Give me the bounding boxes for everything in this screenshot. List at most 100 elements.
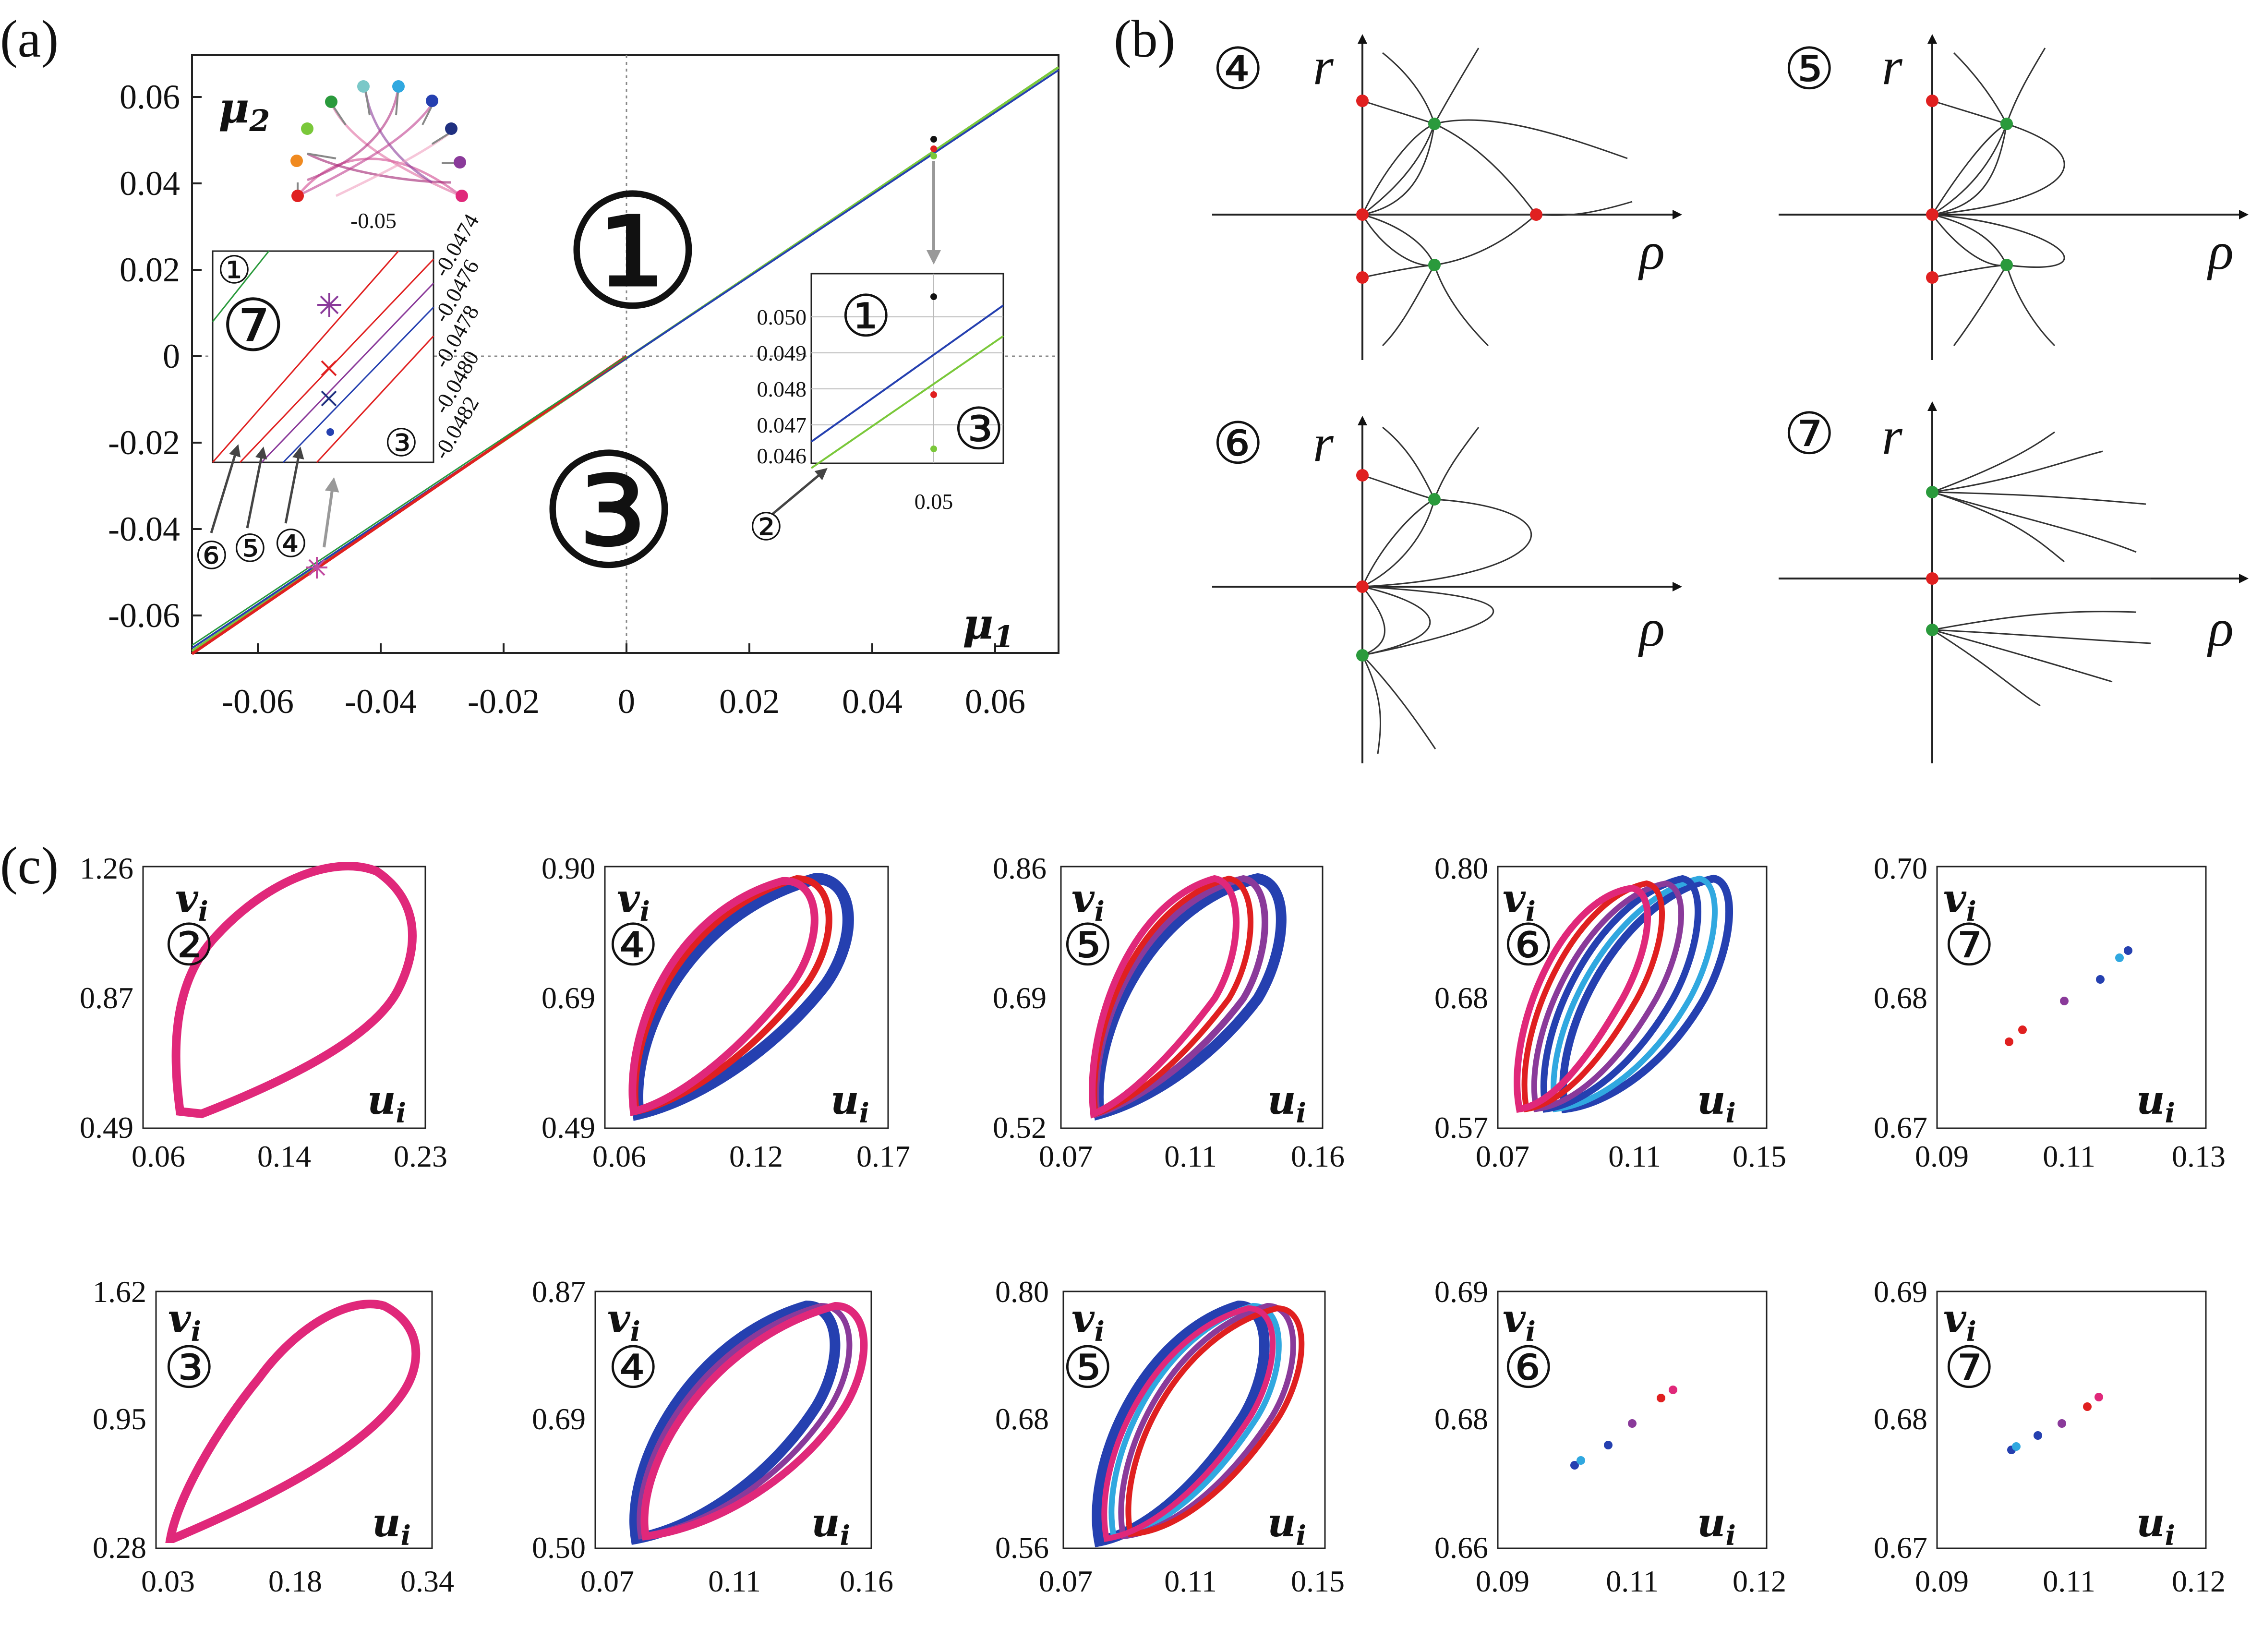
- svg-text:0.69: 0.69: [1434, 1275, 1488, 1309]
- network-parameter-label: -0.05: [350, 208, 397, 233]
- svg-text:0.11: 0.11: [708, 1564, 761, 1598]
- svg-text:0.06: 0.06: [132, 1139, 185, 1173]
- x-tick-label: 0.06: [965, 682, 1025, 721]
- equilibrium-plot-7a: 0.70 0.68 0.67 0.09 0.11 0.13 vi ⑦ ui: [1874, 851, 2226, 1173]
- y-axis-ticks: 0.06 0.04 0.02 0 -0.02 -0.04 -0.06: [108, 78, 202, 635]
- svg-text:0.34: 0.34: [400, 1564, 454, 1598]
- panel-a-frame: [191, 54, 1059, 654]
- portrait-ylabel: r: [1313, 414, 1334, 472]
- zoom-right-arrow-label: ②: [749, 506, 783, 549]
- svg-text:0.09: 0.09: [1476, 1564, 1529, 1598]
- svg-text:0.50: 0.50: [532, 1531, 586, 1565]
- svg-text:0.90: 0.90: [542, 851, 595, 885]
- svg-text:③: ③: [163, 1336, 215, 1400]
- limit-cycle-plot-4a: 0.90 0.69 0.49 0.06 0.12 0.17 vi ④ ui: [542, 851, 910, 1173]
- svg-text:0.07: 0.07: [1476, 1139, 1529, 1173]
- x-tick-label: -0.04: [345, 682, 417, 721]
- svg-text:0.69: 0.69: [1874, 1275, 1927, 1309]
- zoom-left-region-1: ①: [217, 250, 252, 292]
- zoom-right-ytick: 0.048: [757, 377, 807, 401]
- svg-text:②: ②: [163, 914, 215, 977]
- svg-text:ui: ui: [2136, 1077, 2175, 1129]
- svg-text:0.06: 0.06: [592, 1139, 646, 1173]
- x-axis-label: μ1: [963, 599, 1014, 654]
- y-tick-label: -0.06: [108, 596, 180, 635]
- zoom-right-ytick: 0.049: [757, 341, 807, 365]
- zoom-right-region-1: ①: [840, 285, 892, 349]
- svg-text:0.12: 0.12: [1733, 1564, 1786, 1598]
- svg-text:0.95: 0.95: [93, 1402, 146, 1436]
- svg-text:⑦: ⑦: [1943, 914, 1995, 977]
- svg-text:0.18: 0.18: [268, 1564, 322, 1598]
- portrait-id: ⑦: [1783, 402, 1835, 466]
- zoom-inset-left: ① ⑦ ③ -0.0474 -0.0476 -0.0478 -0.0480 -0…: [194, 210, 484, 579]
- svg-text:0.69: 0.69: [993, 981, 1047, 1015]
- svg-text:0.87: 0.87: [532, 1275, 586, 1309]
- svg-text:ui: ui: [811, 1500, 850, 1552]
- svg-text:0.57: 0.57: [1434, 1110, 1488, 1145]
- svg-text:ui: ui: [367, 1077, 406, 1129]
- svg-text:0.16: 0.16: [1291, 1139, 1345, 1173]
- equilibrium-plot-7b: 0.69 0.68 0.67 0.09 0.11 0.12 vi ⑦ ui: [1874, 1275, 2226, 1598]
- limit-cycle-plot-4b: 0.87 0.69 0.50 0.07 0.11 0.16 vi ④ ui: [532, 1275, 893, 1598]
- svg-text:0.15: 0.15: [1291, 1564, 1345, 1598]
- svg-text:⑦: ⑦: [1943, 1336, 1995, 1400]
- svg-text:0.11: 0.11: [2043, 1139, 2095, 1173]
- svg-text:ui: ui: [372, 1500, 411, 1552]
- svg-text:⑥: ⑥: [1503, 1336, 1554, 1400]
- portrait-ylabel: r: [1882, 407, 1903, 465]
- x-tick-label: -0.06: [222, 682, 294, 721]
- svg-text:0.16: 0.16: [840, 1564, 893, 1598]
- cross-marker-red: [321, 360, 337, 376]
- zoom-right-ytick: 0.047: [757, 413, 807, 437]
- y-tick-label: 0: [163, 337, 180, 375]
- svg-text:1.26: 1.26: [80, 851, 133, 885]
- portrait-ylabel: r: [1313, 37, 1334, 96]
- svg-text:0.11: 0.11: [1164, 1564, 1217, 1598]
- svg-text:vi: vi: [1943, 876, 1976, 928]
- svg-text:④: ④: [607, 914, 659, 977]
- limit-cycle-plot-5a: 0.86 0.69 0.52 0.07 0.11 0.16 vi ⑤ ui: [993, 851, 1345, 1173]
- svg-text:0.67: 0.67: [1874, 1531, 1927, 1565]
- svg-text:0.07: 0.07: [580, 1564, 634, 1598]
- svg-text:0.07: 0.07: [1039, 1564, 1093, 1598]
- portrait-id: ⑤: [1783, 37, 1835, 101]
- svg-text:ui: ui: [2136, 1500, 2175, 1552]
- panel-label-b: (b): [1114, 10, 1175, 68]
- y-axis-label: μ2: [218, 83, 270, 138]
- svg-text:0.68: 0.68: [1874, 981, 1927, 1015]
- zoom-left-arrow-label: ⑤: [233, 528, 267, 570]
- phase-portrait-4: ④ r ρ: [1212, 34, 1682, 360]
- panel-label-c: (c): [0, 836, 59, 895]
- svg-text:ui: ui: [1267, 1500, 1306, 1552]
- svg-text:0.12: 0.12: [729, 1139, 783, 1173]
- zoom-inset-right: ① ③ 0.050 0.049 0.048 0.047 0.046 0.05 ②: [749, 136, 1005, 549]
- y-tick-label: 0.06: [120, 78, 180, 116]
- svg-text:0.09: 0.09: [1915, 1564, 1969, 1598]
- svg-text:0.80: 0.80: [1434, 851, 1488, 885]
- svg-text:0.86: 0.86: [993, 851, 1047, 885]
- limit-cycle-plot-3: 1.62 0.95 0.28 0.03 0.18 0.34 vi ③ ui: [93, 1275, 454, 1598]
- portrait-id: ④: [1212, 37, 1264, 101]
- svg-text:0.68: 0.68: [1434, 981, 1488, 1015]
- svg-text:0.52: 0.52: [993, 1110, 1047, 1145]
- zoom-right-xtick: 0.05: [915, 489, 953, 514]
- y-tick-label: -0.04: [108, 510, 180, 548]
- portrait-id: ⑥: [1212, 412, 1264, 476]
- svg-text:⑤: ⑤: [1062, 914, 1114, 977]
- star-marker: [317, 293, 341, 317]
- limit-cycle-plot-2: 1.26 0.87 0.49 0.06 0.14 0.23 vi ② ui: [80, 851, 447, 1173]
- svg-text:0.03: 0.03: [141, 1564, 195, 1598]
- region-1-label: ①: [562, 167, 704, 342]
- portrait-ylabel: r: [1882, 37, 1903, 96]
- phase-portrait-5: ⑤ r ρ: [1779, 34, 2249, 360]
- limit-cycle-plot-5b: 0.80 0.68 0.56 0.07 0.11 0.15 vi ⑤ ui: [995, 1275, 1345, 1598]
- svg-text:0.13: 0.13: [2172, 1139, 2226, 1173]
- svg-text:④: ④: [607, 1336, 659, 1400]
- svg-text:0.56: 0.56: [995, 1531, 1049, 1565]
- portrait-xlabel: ρ: [2207, 222, 2234, 280]
- network-inset: -0.05: [290, 80, 468, 233]
- svg-text:0.66: 0.66: [1434, 1531, 1488, 1565]
- svg-text:ui: ui: [1697, 1500, 1736, 1552]
- svg-text:0.69: 0.69: [542, 981, 595, 1015]
